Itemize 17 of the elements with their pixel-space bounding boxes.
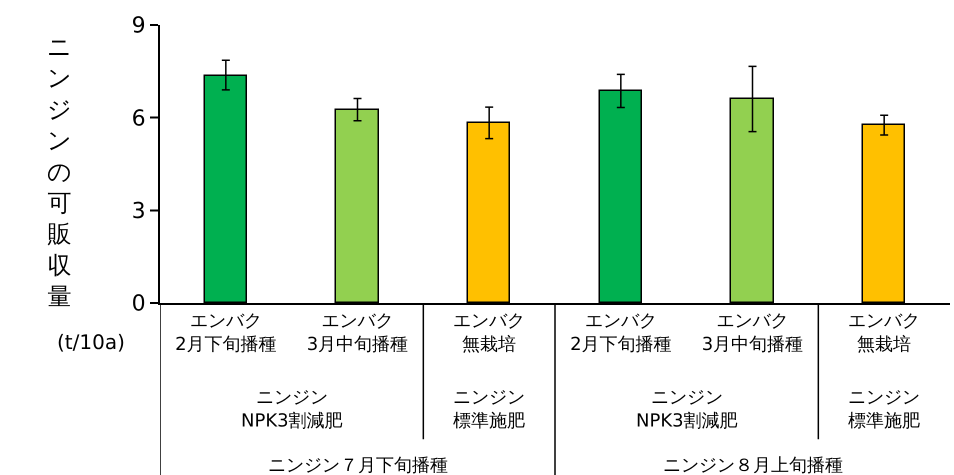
x-tick-label: エンバク 3月中旬播種 <box>702 310 804 355</box>
y-tick-label: 6 <box>132 106 146 132</box>
y-tick-label: 3 <box>132 199 146 224</box>
x-tick-label: エンバク 2月下旬播種 <box>570 310 672 355</box>
text: ニンジン８月上旬播種 <box>663 455 843 475</box>
y-tick-label: 9 <box>132 14 146 39</box>
x-tick-label: エンバク無栽培 <box>453 310 526 355</box>
text: ニンジン NPK3割減肥 <box>636 387 738 432</box>
text: ニンジン標準施肥 <box>848 387 920 432</box>
y-tick-label: 0 <box>132 292 146 317</box>
text: ニンジン NPK3割減肥 <box>241 387 343 432</box>
x-tick-label: エンバク 2月下旬播種 <box>175 310 277 355</box>
text: ニンジンの可販収量 (t/10a) <box>47 33 125 354</box>
text: ニンジン標準施肥 <box>453 387 525 432</box>
x-tick-label: エンバク 3月中旬播種 <box>306 310 408 355</box>
text: ニンジン７月下旬播種 <box>268 455 448 475</box>
x-tick-label: エンバク無栽培 <box>848 310 920 355</box>
